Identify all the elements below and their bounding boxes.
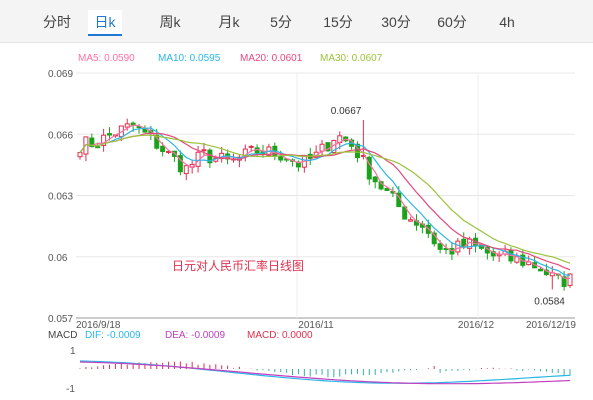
candle-body (278, 155, 284, 161)
candle-body (325, 142, 331, 152)
tab-15min[interactable]: 15分 (323, 14, 353, 30)
chart-title: 日元对人民币汇率日线图 (172, 258, 304, 273)
ma20-line (79, 132, 571, 271)
macd-y-tick-label: 1 (70, 346, 76, 357)
tab-30min[interactable]: 30分 (381, 14, 411, 30)
candle-body (567, 273, 573, 286)
candle-body (372, 176, 378, 183)
ma-legend-item: MA10: 0.0595 (158, 53, 221, 64)
x-tick-label: 2016/12 (458, 320, 495, 331)
tab-monthly-k[interactable]: 月k (218, 14, 240, 30)
candle-body (378, 181, 384, 190)
candle-body (561, 276, 567, 287)
high-price-annotation: 0.0667 (331, 106, 362, 117)
y-tick-label: 0.066 (48, 130, 73, 141)
candle-body (319, 143, 325, 152)
tab-5min[interactable]: 5分 (270, 14, 292, 30)
kline-chart: MA5: 0.0590 MA10: 0.0595 MA20: 0.0601 MA30:… (48, 53, 576, 395)
candle-body (431, 232, 437, 245)
candle-body (543, 269, 549, 276)
candle-body (537, 268, 543, 272)
candle-body (354, 143, 360, 159)
candle-body (101, 134, 107, 146)
tab-daily-k[interactable]: 日k (88, 10, 122, 36)
candle-body (166, 150, 172, 153)
candle-body (455, 240, 461, 253)
x-tick-label: 2016/12/19 (526, 320, 576, 331)
candle-body (177, 155, 183, 173)
macd-dif-line (79, 360, 571, 384)
macd-legend-item: DIF: -0.0009 (85, 330, 141, 341)
candle-body (183, 165, 189, 175)
candle-body (408, 219, 414, 222)
tab-60min[interactable]: 60分 (437, 14, 467, 30)
candle-body (95, 146, 101, 149)
candle-body (107, 133, 113, 136)
tab-weekly-k[interactable]: 周k (159, 14, 181, 30)
y-tick-label: 0.069 (48, 69, 73, 80)
period-tab-bar: 分时 日k 周k 月k 5分 15分 30分 60分 4h (0, 0, 593, 43)
low-price-annotation: 0.0584 (534, 296, 565, 307)
tab-4h[interactable]: 4h (499, 14, 515, 30)
macd-dea-line (79, 361, 571, 385)
candle-body (437, 243, 443, 250)
candle-body (124, 123, 130, 128)
ma5-line (79, 124, 571, 279)
tab-timeshare[interactable]: 分时 (43, 14, 71, 30)
candle-body (154, 134, 160, 149)
macd-legend-item: MACD (48, 330, 77, 341)
y-tick-label: 0.057 (48, 314, 73, 325)
x-tick-label: 2016/9/18 (76, 320, 121, 331)
macd-y-tick-label: -1 (66, 384, 75, 395)
candle-body (89, 137, 95, 148)
candle-body (160, 145, 166, 153)
candle-body (384, 187, 390, 191)
x-tick-label: 2016/11 (298, 320, 334, 331)
y-tick-label: 0.063 (48, 192, 73, 203)
candle-body (77, 152, 83, 158)
candle-body (366, 156, 372, 180)
ma30-line (79, 134, 571, 264)
ma-legend-item: MA20: 0.0601 (240, 53, 303, 64)
candle-body (248, 145, 254, 148)
ma-legend-item: MA30: 0.0607 (320, 53, 383, 64)
macd-legend-item: MACD: 0.0000 (247, 330, 313, 341)
macd-legend-item: DEA: -0.0009 (165, 330, 225, 341)
ma-legend-item: MA5: 0.0590 (78, 53, 135, 64)
y-tick-label: 0.06 (48, 253, 68, 264)
candle-body (201, 149, 207, 152)
